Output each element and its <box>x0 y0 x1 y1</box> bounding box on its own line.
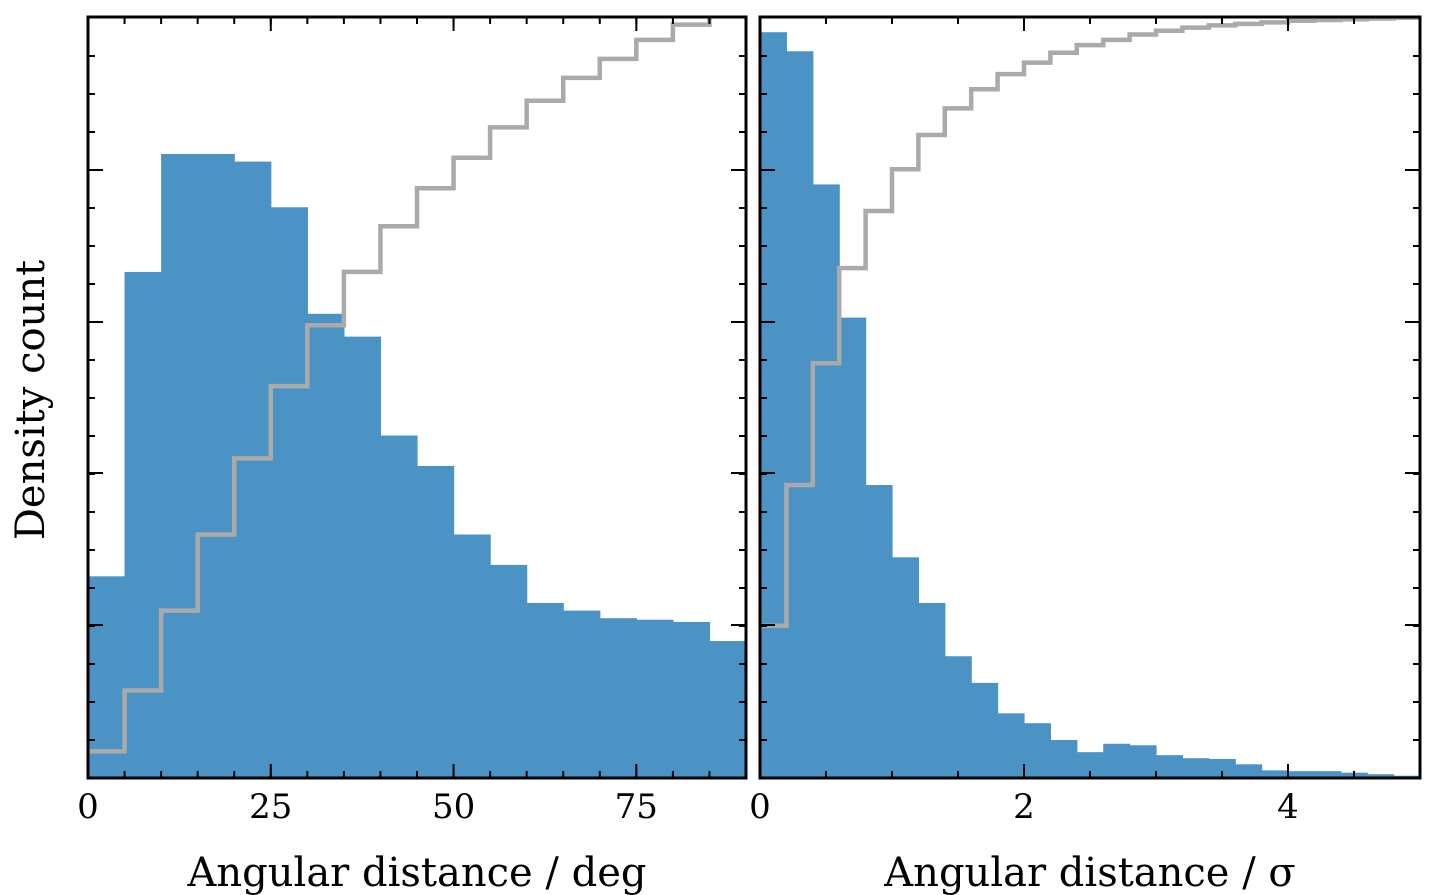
cumulative-step-line <box>760 17 1420 629</box>
histogram-bar <box>1288 771 1315 778</box>
histogram-bar <box>234 161 272 778</box>
x-tick-label: 0 <box>77 787 99 827</box>
histogram-bar <box>636 619 674 778</box>
histogram-bar <box>380 435 418 778</box>
histogram-bar <box>1156 755 1183 778</box>
histogram-bar <box>417 465 455 778</box>
plot-area <box>760 17 1420 778</box>
histogram-bar <box>270 207 308 778</box>
x-tick-label: 2 <box>1013 787 1035 827</box>
panel-1: 0 25 50 75 Angular distance / deg <box>77 15 748 895</box>
histogram-bar <box>307 313 345 778</box>
histogram-bar <box>124 271 162 778</box>
x-tick-label: 0 <box>749 787 771 827</box>
plot-frame <box>86 15 748 780</box>
histogram-bar <box>918 602 946 778</box>
histogram-bar <box>343 336 382 778</box>
histogram-bar <box>1129 745 1157 778</box>
histogram-bar <box>563 610 601 778</box>
histogram-bar <box>1261 770 1289 778</box>
histogram-bar <box>997 713 1025 778</box>
x-axis-label: Angular distance / deg <box>187 850 647 895</box>
histogram-bar <box>786 51 814 778</box>
cumulative-step-line <box>88 17 712 754</box>
x-tick-label: 4 <box>1277 787 1299 827</box>
histogram-bar <box>1182 758 1210 778</box>
x-tick-label: 75 <box>615 787 658 827</box>
histogram-bar <box>1024 723 1051 778</box>
x-axis-label: Angular distance / σ <box>883 850 1295 895</box>
histogram-bar <box>839 317 867 778</box>
histogram-bar <box>1208 758 1236 778</box>
histogram-bar <box>88 576 126 778</box>
histogram-bar <box>672 622 711 778</box>
histogram-bar <box>892 557 919 778</box>
plot-frame <box>758 15 1422 780</box>
histogram-bar <box>1103 743 1131 778</box>
x-tick-label: 50 <box>432 787 475 827</box>
histogram-bar <box>526 602 564 778</box>
histogram-bar <box>760 32 787 778</box>
histogram-bar <box>944 656 972 778</box>
histogram-bar <box>161 153 199 778</box>
histogram-bar <box>971 682 999 778</box>
histogram-bar <box>1235 764 1263 778</box>
panel-2: 0 2 4 Angular distance / σ <box>749 15 1422 895</box>
histogram-bar <box>1050 739 1078 778</box>
histogram-bar <box>709 641 746 778</box>
histogram-bar <box>812 184 840 778</box>
plot-area <box>88 17 746 778</box>
histogram-bar <box>453 534 491 778</box>
y-axis-label: Density count <box>8 260 54 540</box>
histogram-bar <box>599 618 637 778</box>
histogram-bar <box>490 564 528 778</box>
x-tick-label: 25 <box>249 787 292 827</box>
histogram-bar <box>1367 774 1395 778</box>
histogram-bar <box>865 485 893 778</box>
histogram-bar <box>197 153 235 778</box>
histogram-bar <box>1314 771 1342 778</box>
